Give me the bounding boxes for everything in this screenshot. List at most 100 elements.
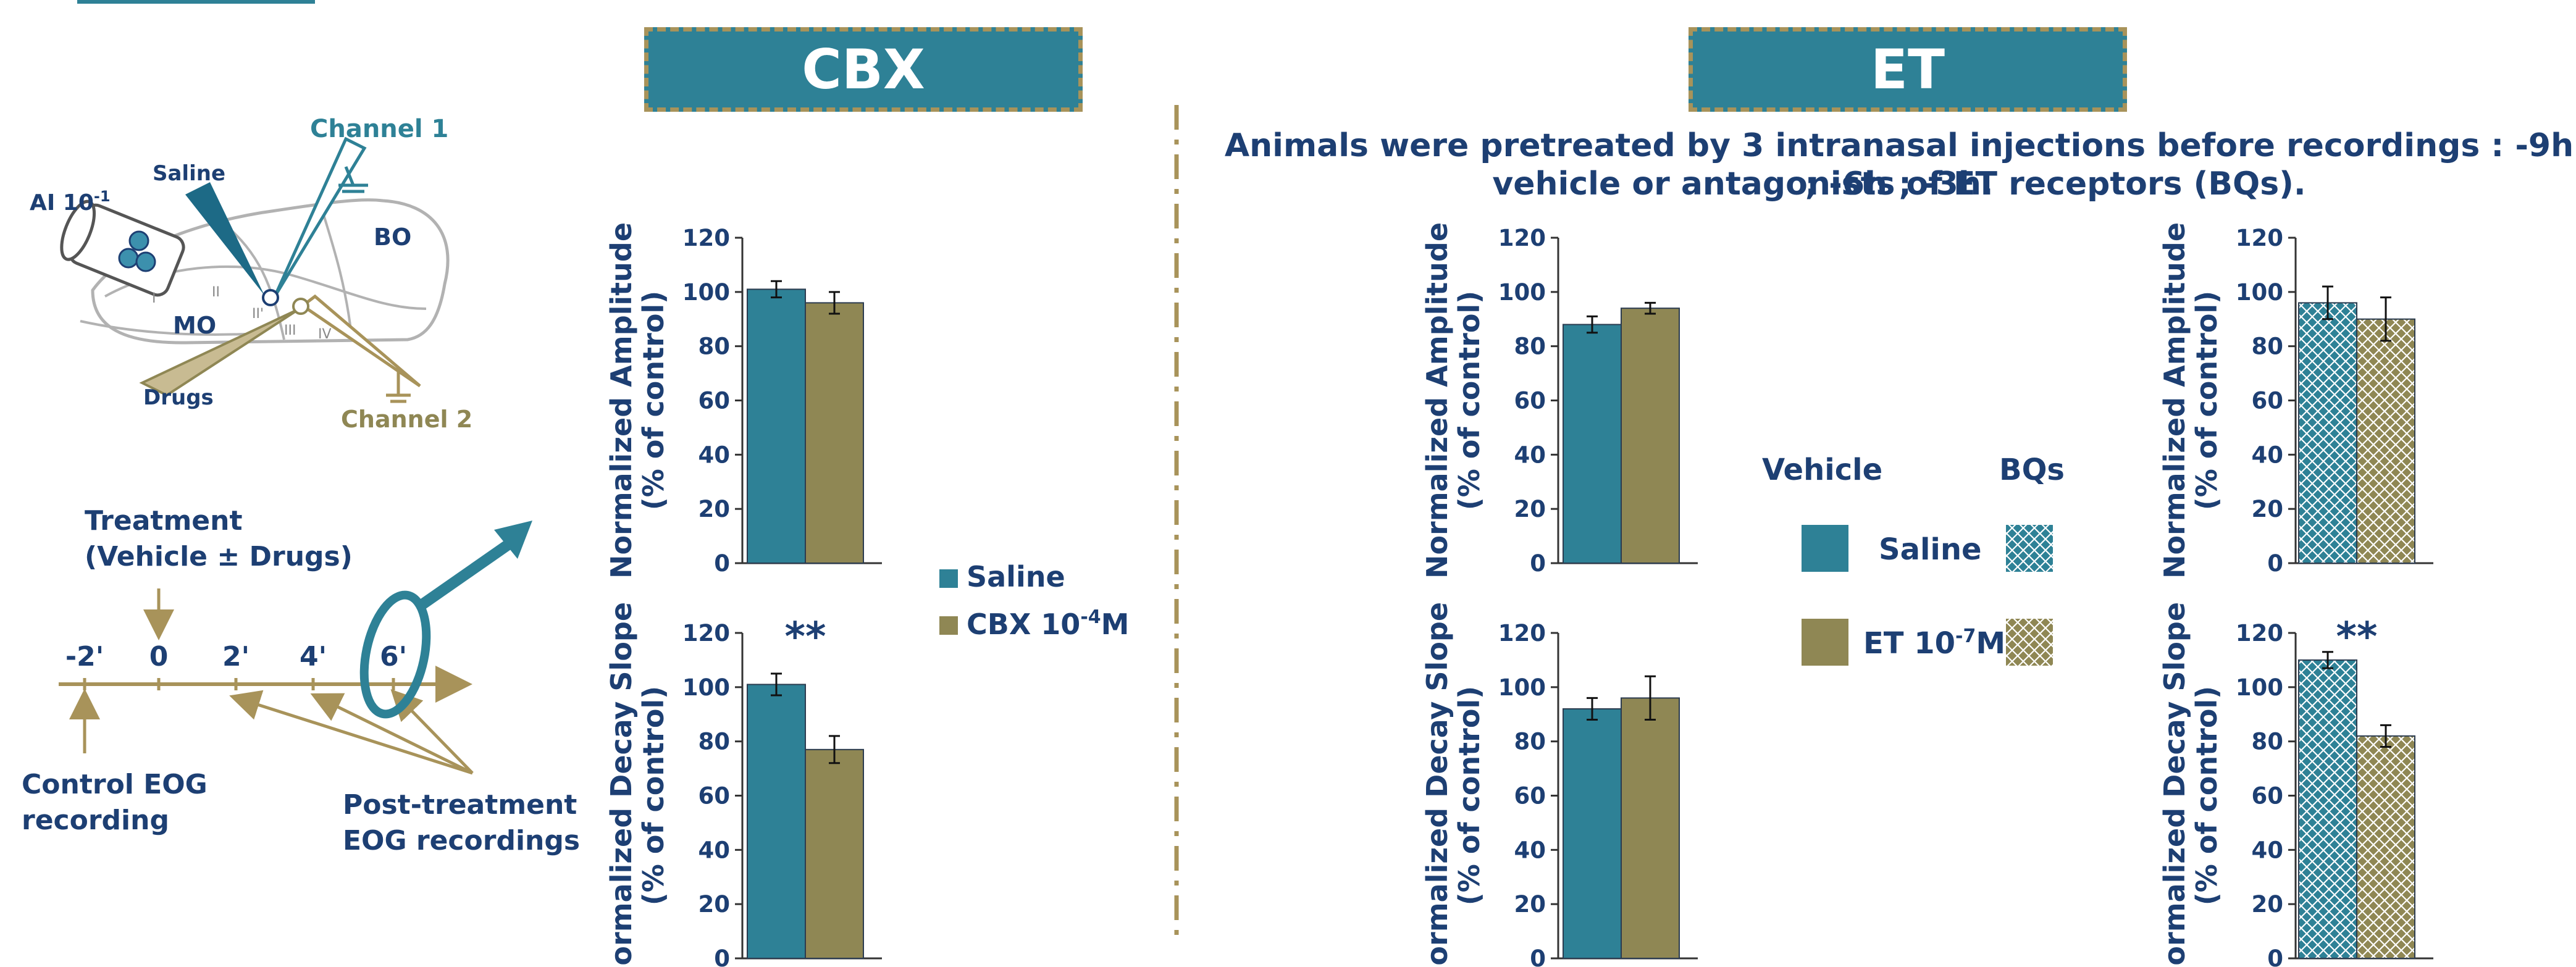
y-tick-label: 80 [699, 333, 731, 360]
magnifier-ring [359, 590, 431, 719]
y-axis-title: Normalized Amplitude [1420, 222, 1454, 579]
magnifier-arrow-head [494, 521, 532, 559]
y-tick-label: 40 [699, 442, 731, 468]
channel2-label: Channel 2 [341, 406, 472, 433]
y-axis-subtitle: (% of control) [637, 686, 670, 905]
y-tick-label: 20 [2252, 891, 2284, 918]
treatment-label-line2: (Vehicle ± Drugs) [85, 541, 353, 572]
y-tick-label: 0 [2267, 945, 2283, 967]
et-legend-saline-bq-swatch [2006, 525, 2053, 572]
treatment-label-line1: Treatment [85, 505, 243, 537]
y-tick-label: 100 [1498, 674, 1546, 701]
y-axis-title: Normalized Decay Slope [605, 602, 638, 967]
timeline: Treatment (Vehicle ± Drugs) -2' 0 2' 4' 6' C… [22, 505, 580, 856]
y-tick-label: 100 [2236, 279, 2283, 306]
y-tick-label: 120 [1498, 620, 1546, 647]
cbx-legend-cbx-label: CBX 10-4M [967, 606, 1129, 641]
chart-cbx-decay: 0 20 40 60 80 100 120 Normalized Decay Slope(% … [605, 602, 882, 967]
y-tick-label: 60 [1514, 388, 1546, 414]
ai-bead-1 [128, 230, 149, 251]
y-tick-label: 80 [2252, 729, 2284, 755]
layer-label: IV [318, 327, 332, 342]
mo-label: MO [173, 312, 216, 339]
timeline-tick-label: 0 [149, 641, 169, 672]
chart-cbx-amplitude: 0 20 40 60 80 100 120 Normalized Amplitude(% of… [605, 222, 882, 579]
y-tick-label: 20 [1514, 891, 1546, 918]
cbx-legend-saline-label: Saline [967, 560, 1065, 593]
layer-label: III [284, 323, 296, 338]
channel1-ground [338, 166, 368, 193]
chart-et-bq-amplitude: 0 20 40 60 80 100 120 Normalized Amplitude(% of… [2158, 222, 2433, 579]
bar-treatment [1621, 308, 1680, 564]
y-tick-label: 40 [2252, 442, 2284, 468]
et-legend-et-label: ET 10-7M [1863, 626, 2005, 661]
recording-site-1 [262, 289, 279, 306]
cbx-legend: Saline CBX 10-4M [939, 560, 1129, 641]
y-tick-label: 40 [1514, 837, 1546, 863]
y-tick-label: 60 [2252, 388, 2284, 414]
timeline-tick-label: 4' [300, 641, 327, 672]
caption-line-2: vehicle or antagonists of ET receptors (… [1492, 165, 2306, 203]
post-label-line1: Post-treatment [343, 789, 577, 821]
y-tick-label: 60 [699, 783, 731, 810]
bar-treatment [2356, 318, 2415, 564]
significance-marker: ** [785, 614, 826, 660]
et-header-label: ET [1870, 38, 1945, 101]
cbx-legend-cbx-swatch [939, 616, 958, 635]
layer-label: I [152, 291, 156, 306]
y-tick-label: 120 [1498, 225, 1546, 251]
y-tick-label: 60 [1514, 783, 1546, 810]
y-tick-label: 20 [1514, 496, 1546, 522]
y-tick-label: 80 [2252, 333, 2284, 360]
y-axis-title: Normalized Amplitude [2158, 222, 2191, 579]
y-tick-label: 120 [682, 620, 730, 647]
drugs-label: Drugs [143, 385, 214, 410]
bar-treatment [805, 302, 864, 564]
et-legend: Vehicle BQs Saline ET 10-7M [1762, 453, 2065, 666]
y-tick-label: 0 [1530, 550, 1546, 577]
y-tick-label: 80 [699, 729, 731, 755]
et-legend-saline-vehicle-swatch [1802, 525, 1848, 572]
ai-bead-3 [135, 251, 156, 272]
y-axis-title: Normalized Amplitude [605, 222, 638, 579]
layer-label: II' [252, 306, 264, 322]
chart-et-vehicle-amplitude: 0 20 40 60 80 100 120 Normalized Amplitude(% of… [1420, 222, 1698, 579]
cbx-header: CBX [644, 27, 1083, 112]
et-legend-saline-label: Saline [1879, 532, 1982, 567]
magnifier-arrow [413, 532, 522, 613]
bar-saline [2298, 659, 2357, 959]
et-legend-et-vehicle-swatch [1802, 619, 1848, 666]
control-label-line2: recording [22, 805, 169, 836]
y-tick-label: 100 [682, 674, 730, 701]
brain-layer-line [80, 320, 260, 336]
brain-schematic: AI 10-1 Saline Channel 1 BO MO Drugs Cha… [30, 115, 472, 433]
y-tick-label: 40 [2252, 837, 2284, 863]
y-tick-label: 120 [682, 225, 730, 251]
y-tick-label: 20 [2252, 496, 2284, 522]
bar-saline [747, 684, 806, 959]
brain-layer-line [320, 206, 353, 340]
bar-treatment [1621, 697, 1680, 960]
bar-treatment [805, 748, 864, 959]
y-tick-label: 0 [1530, 945, 1546, 967]
y-axis-subtitle: (% of control) [2190, 291, 2223, 510]
y-tick-label: 40 [699, 837, 731, 863]
channel1-electrode [273, 136, 367, 298]
y-tick-label: 20 [699, 891, 731, 918]
y-tick-label: 80 [1514, 333, 1546, 360]
post-arrow-1 [229, 690, 473, 775]
post-label-line2: EOG recordings [343, 825, 580, 856]
y-axis-subtitle: (% of control) [1453, 291, 1486, 510]
cbx-header-label: CBX [802, 38, 925, 101]
bar-saline [1563, 324, 1622, 564]
y-tick-label: 120 [2236, 620, 2283, 647]
cbx-legend-saline-swatch [939, 569, 958, 588]
recording-site-2 [292, 298, 309, 315]
y-tick-label: 80 [1514, 729, 1546, 755]
chart-et-bq-decay: 0 20 40 60 80 100 120 Normalized Decay Slope(% … [2158, 602, 2433, 967]
post-arrow-3 [390, 689, 474, 774]
drugs-electrode [139, 308, 301, 397]
ai-label: AI 10-1 [30, 188, 111, 216]
channel2-electrode [300, 294, 421, 388]
